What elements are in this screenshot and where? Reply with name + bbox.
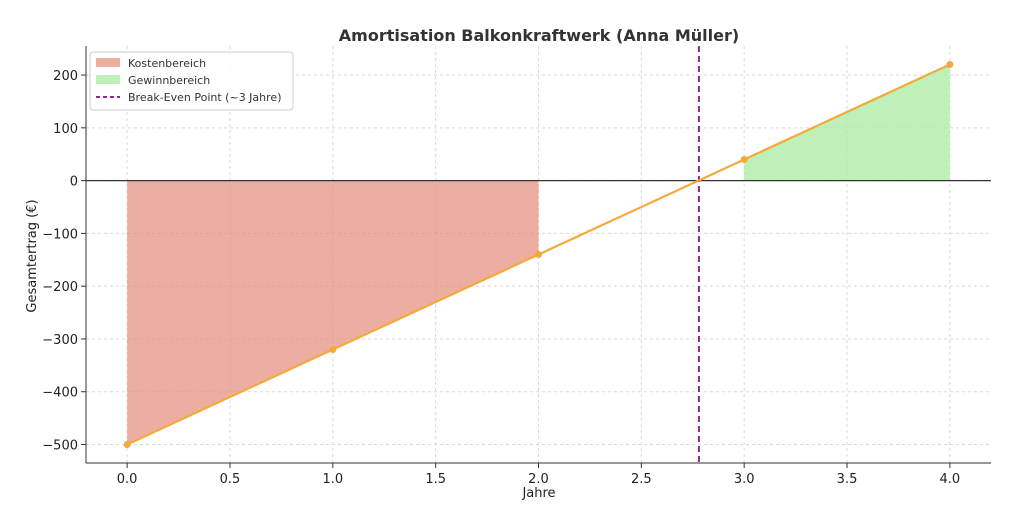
y-tick-label: −500: [42, 439, 78, 454]
x-tick-label: 1.5: [425, 472, 446, 487]
x-axis-label: Jahre: [521, 486, 555, 501]
cost-area: [127, 180, 539, 445]
data-point: [946, 60, 954, 68]
x-tick-label: 2.0: [528, 472, 549, 487]
legend-label-cost: Kostenbereich: [128, 57, 206, 70]
series: [123, 60, 954, 449]
ticks: 0.0 0.5 1.0 1.5 2.0 2.5 3.0 3.5 4.0 −500 −400 −300 −…: [42, 69, 960, 487]
y-tick-label: −100: [42, 227, 78, 242]
x-tick-label: 0.5: [220, 472, 241, 487]
data-point: [535, 251, 542, 258]
legend-swatch-cost: [96, 58, 120, 67]
legend: Kostenbereich Gewinnbereich Break-Even P…: [89, 51, 294, 111]
x-tick-label: 0.0: [117, 472, 138, 487]
x-tick-label: 4.0: [940, 472, 961, 487]
y-tick-label: 0: [70, 175, 78, 190]
x-tick-label: 3.0: [734, 472, 755, 487]
data-point: [329, 346, 337, 354]
legend-label-profit: Gewinnbereich: [128, 74, 210, 87]
chart-title: Amortisation Balkonkraftwerk (Anna Mülle…: [339, 26, 739, 45]
data-point: [740, 155, 748, 163]
x-tick-label: 3.5: [837, 472, 858, 487]
y-tick-label: −300: [42, 333, 78, 348]
reference-lines: [86, 46, 991, 463]
y-tick-label: −400: [42, 386, 78, 401]
x-tick-label: 2.5: [631, 472, 652, 487]
legend-box: [89, 51, 294, 111]
areas: [127, 64, 950, 445]
profit-area: [744, 64, 950, 181]
x-tick-label: 1.0: [322, 472, 343, 487]
legend-swatch-profit: [96, 75, 120, 84]
y-tick-label: 100: [53, 122, 78, 137]
y-axis-label: Gesamtertrag (€): [25, 199, 40, 312]
y-tick-label: −200: [42, 280, 78, 295]
legend-label-break-even: Break-Even Point (~3 Jahre): [128, 91, 281, 104]
data-point: [123, 441, 131, 449]
y-tick-label: 200: [53, 69, 78, 84]
